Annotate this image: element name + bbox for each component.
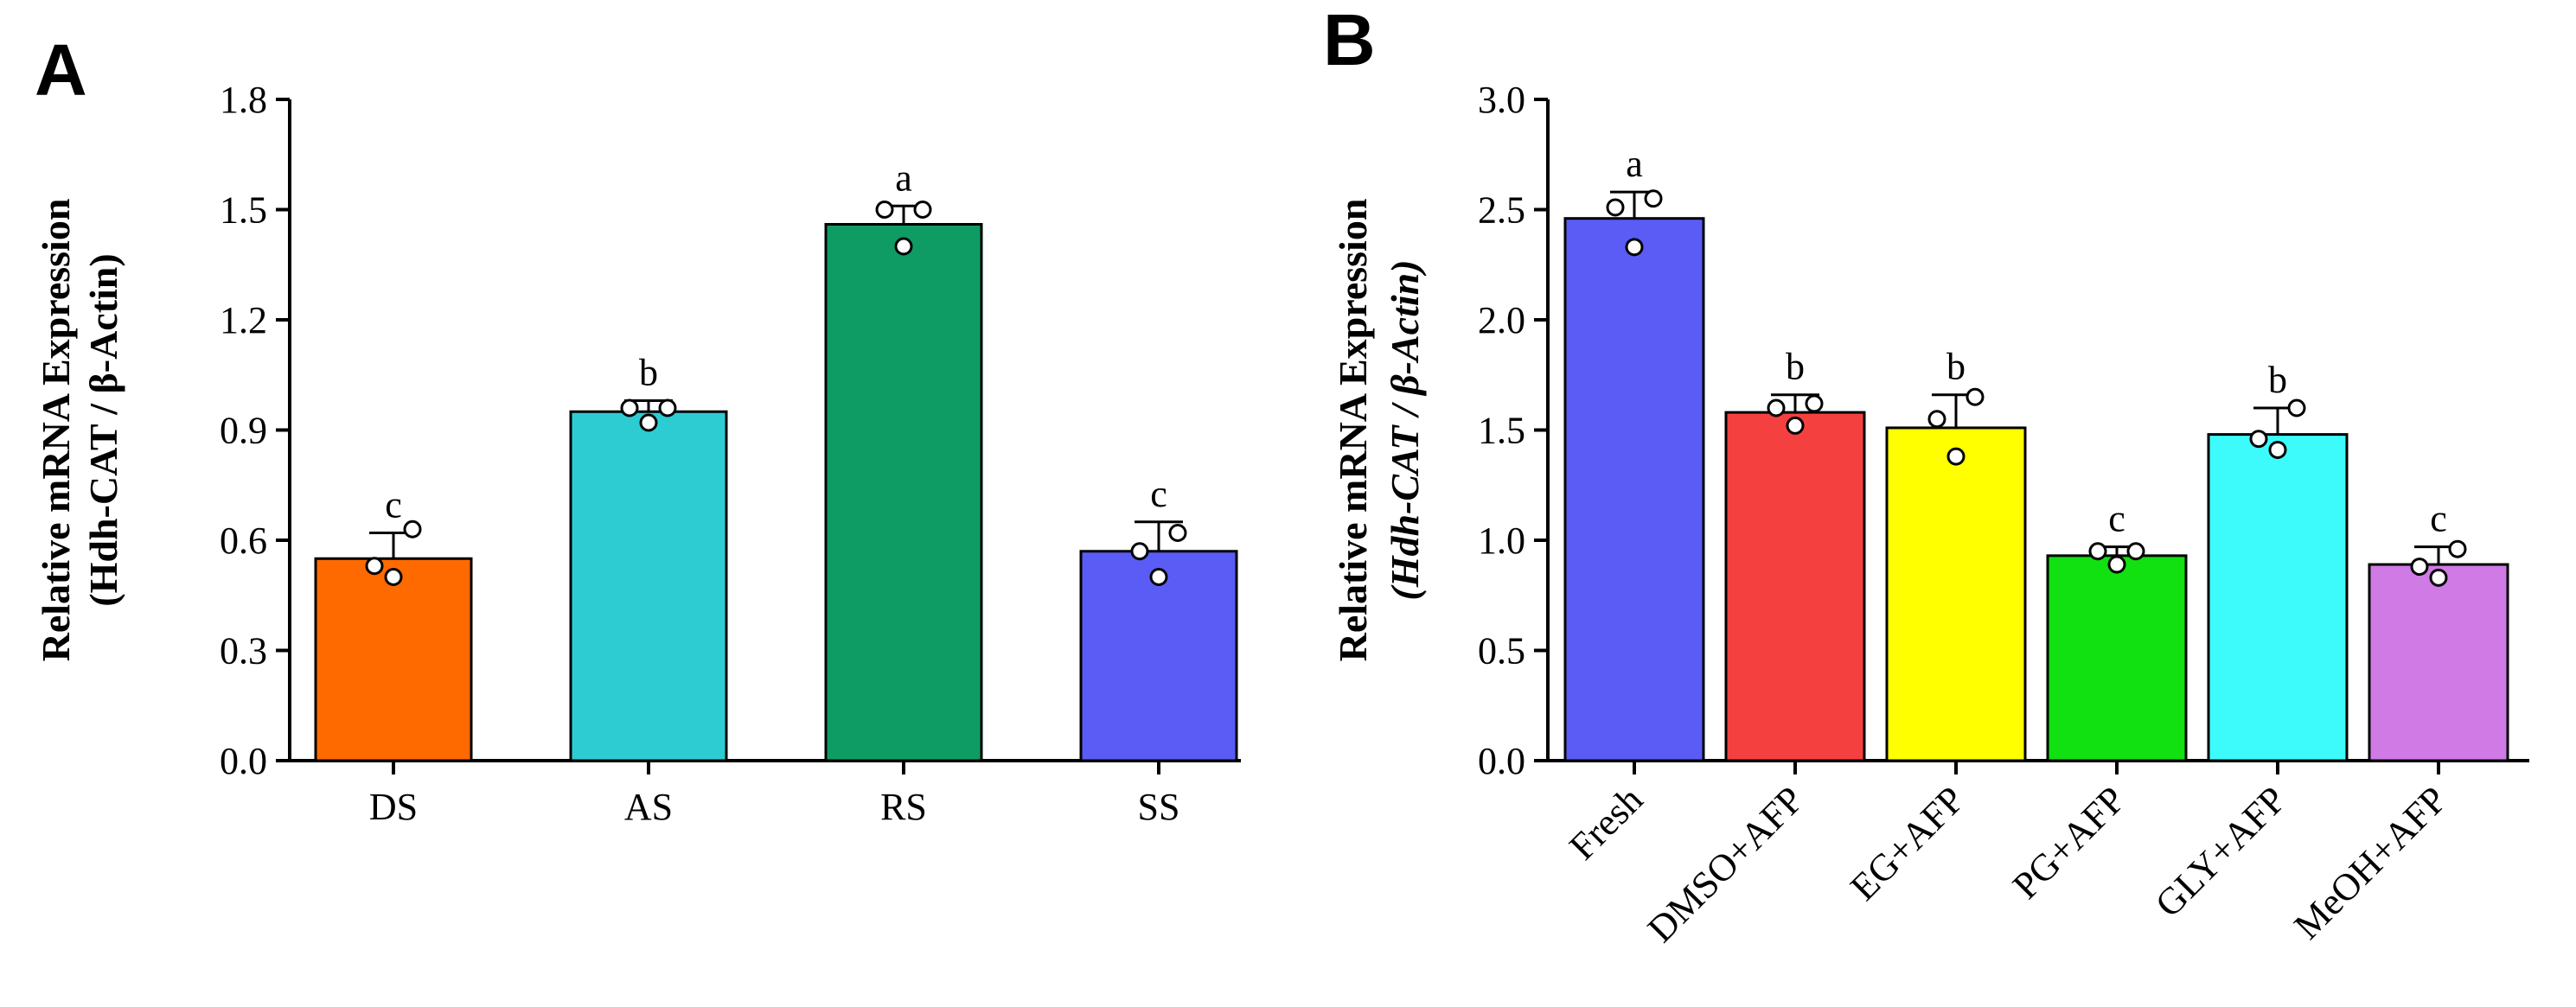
bar	[1563, 217, 1705, 762]
panel-label: A	[35, 29, 87, 111]
y-tick-label: 2.5	[1478, 189, 1525, 232]
bar	[2046, 554, 2188, 762]
y-tick-label: 1.5	[1478, 410, 1525, 452]
data-point	[1927, 410, 1946, 429]
y-tick-label: 2.0	[1478, 299, 1525, 341]
x-tick-label: Fresh	[1561, 778, 1651, 868]
data-point	[2448, 539, 2467, 558]
data-point	[1149, 568, 1168, 586]
x-tick-label: AS	[624, 786, 673, 828]
x-tick-label: DMSO+AFP	[1640, 778, 1812, 950]
panel-label: B	[1323, 0, 1376, 80]
data-point	[2088, 542, 2107, 561]
data-point	[2107, 555, 2126, 574]
y-tick-label: 1.2	[220, 299, 267, 341]
significance-letter: c	[2430, 498, 2447, 540]
x-tick-label: RS	[880, 786, 927, 828]
data-point	[2268, 440, 2287, 459]
bar	[314, 557, 473, 762]
data-point	[2249, 430, 2268, 449]
data-point	[1644, 189, 1663, 208]
data-point	[2410, 558, 2429, 577]
y-tick-label: 0.0	[220, 740, 267, 782]
y-axis-label: Relative mRNA Expression	[1331, 199, 1375, 662]
y-tick-label: 3.0	[1478, 79, 1525, 121]
y-axis-label-sub: (Hdh-CAT / β-Actin)	[81, 253, 125, 606]
data-point	[1625, 238, 1644, 257]
data-point	[1786, 416, 1805, 435]
bar	[824, 223, 983, 762]
significance-letter: b	[1946, 346, 1966, 388]
data-point	[1946, 447, 1966, 466]
data-point	[913, 201, 932, 219]
data-point	[1805, 394, 1824, 413]
y-tick-label: 0.3	[220, 630, 267, 672]
data-point	[2287, 398, 2306, 417]
significance-letter: a	[895, 156, 912, 199]
significance-letter: b	[639, 352, 658, 394]
significance-letter: c	[2108, 498, 2125, 540]
data-point	[1767, 398, 1786, 417]
y-tick-label: 1.8	[220, 79, 267, 121]
data-point	[1966, 387, 1985, 406]
significance-letter: c	[1150, 473, 1167, 515]
y-tick-label: 0.0	[1478, 740, 1525, 782]
data-point	[620, 398, 639, 417]
data-point	[365, 557, 384, 576]
y-axis-label-sub: (Hdh-CAT / β-Actin)	[1383, 259, 1427, 600]
x-tick-label: MeOH+AFP	[2285, 778, 2455, 947]
panel-a: A 0.0 0.3 0.6 0.9 1.2 1.5 1.8 Relative mRNA Expr…	[34, 29, 1241, 828]
data-point	[2126, 542, 2145, 561]
data-point	[894, 237, 913, 256]
y-tick-label: 0.5	[1478, 630, 1525, 672]
data-point	[875, 201, 894, 219]
y-tick-label: 0.9	[220, 410, 267, 452]
data-point	[639, 413, 658, 432]
significance-letter: b	[1786, 346, 1805, 388]
bar	[569, 410, 728, 762]
significance-letter: c	[385, 484, 402, 526]
significance-letter: b	[2268, 359, 2287, 401]
bar	[1724, 411, 1866, 762]
x-tick-label: GLY+AFP	[2147, 778, 2294, 925]
data-point	[384, 568, 403, 586]
data-point	[1606, 198, 1625, 217]
y-tick-label: 1.0	[1478, 519, 1525, 562]
x-tick-label: PG+AFP	[2004, 778, 2133, 907]
data-point	[1168, 524, 1187, 542]
bar	[2207, 433, 2349, 762]
significance-letter: a	[1626, 143, 1643, 185]
panel-b: B 0.0 0.5 1.0 1.5 2.0 2.5 3.0 Relative mRNA Expr…	[1323, 0, 2529, 951]
y-tick-label: 1.5	[220, 189, 267, 232]
data-point	[1130, 542, 1149, 561]
y-axis-label: Relative mRNA Expression	[34, 199, 78, 662]
x-tick-label: DS	[369, 786, 418, 828]
x-tick-label: EG+AFP	[1842, 778, 1972, 908]
bar	[1885, 426, 2027, 762]
y-tick-label: 0.6	[220, 519, 267, 562]
x-tick-label: SS	[1138, 786, 1180, 828]
bar	[2368, 563, 2509, 762]
data-point	[658, 398, 677, 417]
data-point	[403, 519, 422, 539]
data-point	[2429, 568, 2448, 587]
